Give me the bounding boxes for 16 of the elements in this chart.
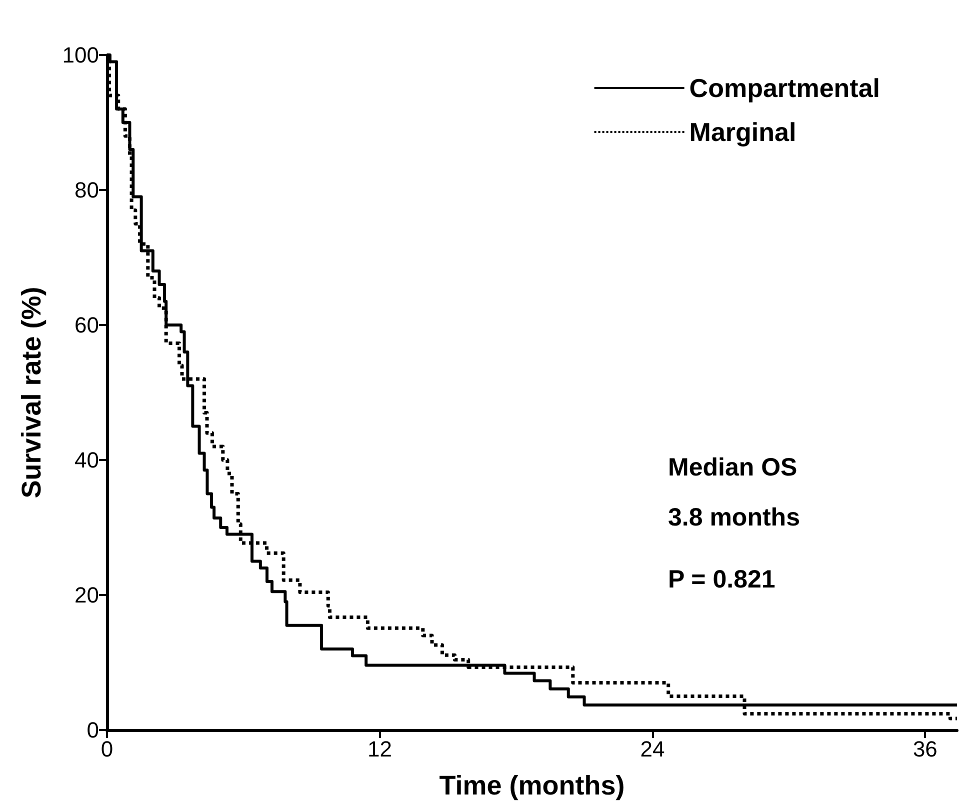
annotation: 3.8 months (668, 504, 800, 532)
y-tick-label: 100 (62, 42, 99, 68)
annotation: P = 0.821 (668, 566, 776, 594)
y-axis-title: Survival rate (%) (16, 286, 46, 498)
y-tick-label: 60 (74, 312, 99, 338)
x-tick-label: 12 (367, 736, 392, 762)
annotation: Median OS (668, 454, 798, 482)
x-tick-label: 24 (640, 736, 665, 762)
x-tick-label: 36 (912, 736, 938, 762)
y-tick-label: 40 (74, 448, 99, 472)
legend-label: Compartmental (689, 73, 880, 103)
y-tick-label: 80 (74, 178, 99, 202)
y-tick-label: 20 (74, 582, 99, 608)
x-axis-title: Time (months) (439, 770, 625, 800)
y-tick-label: 0 (86, 718, 99, 742)
legend-label: Marginal (689, 117, 796, 147)
